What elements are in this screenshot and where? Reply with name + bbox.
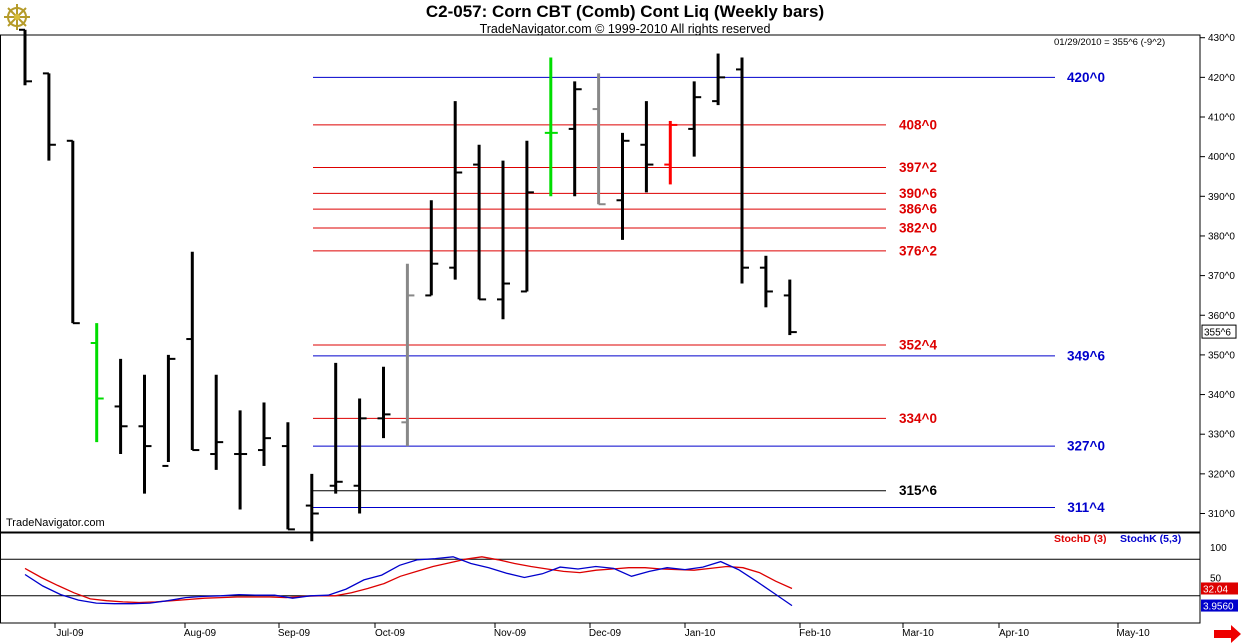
stoch-value-label: 32.04 [1203, 584, 1228, 595]
level-label: 390^6 [899, 186, 937, 201]
level-label: 352^4 [899, 337, 937, 352]
price-panel-frame [0, 34, 1201, 533]
legend-stochd: StochD (3) [1054, 533, 1107, 545]
last-price-box [1201, 324, 1237, 339]
stochd-line [24, 556, 793, 604]
ohlc-bar [759, 255, 773, 308]
ohlc-bar [401, 263, 415, 447]
ohlc-bar [19, 28, 32, 86]
stoch-axis-label: 100 [1210, 543, 1227, 554]
time-axis-label: Feb-10 [799, 628, 831, 639]
ohlc-bar [449, 101, 463, 280]
stoch-value-box [1201, 599, 1238, 612]
level-label: 420^0 [1067, 70, 1105, 85]
ohlc-bar [234, 410, 248, 510]
price-axis-label: 350^0 [1208, 350, 1235, 361]
price-axis-label: 430^0 [1208, 33, 1235, 44]
level-label: 408^0 [899, 117, 937, 132]
ohlc-bar [138, 374, 152, 494]
ohlc-bar [66, 139, 80, 325]
price-axis-label: 420^0 [1208, 73, 1235, 84]
chart-title: C2-057: Corn CBT (Comb) Cont Liq (Weekly… [425, 2, 825, 21]
ohlc-bar [568, 81, 582, 197]
level-label: 376^2 [899, 243, 937, 258]
level-label: 327^0 [1067, 439, 1105, 454]
ohlc-bar [640, 101, 654, 193]
ohlc-bar [162, 354, 176, 467]
time-axis-label: May-10 [1116, 628, 1150, 639]
stoch-value-label: 3.9560 [1203, 602, 1234, 613]
ohlc-bar [497, 160, 510, 320]
date-value-readout: 01/29/2010 = 355^6 (-9^2) [1054, 37, 1166, 48]
ohlc-bar [425, 200, 439, 297]
ohlc-bar [210, 374, 224, 470]
ohlc-bar [664, 120, 678, 185]
last-price-label: 355^6 [1204, 328, 1231, 339]
price-axis-label: 400^0 [1208, 152, 1235, 163]
time-axis-label: Jan-10 [685, 628, 716, 639]
level-label: 311^4 [1067, 500, 1105, 515]
level-label: 397^2 [899, 160, 937, 175]
time-axis-label: Jul-09 [56, 628, 84, 639]
time-axis-label: Aug-09 [184, 628, 217, 639]
time-axis-label: Oct-09 [375, 628, 405, 639]
ohlc-bar [736, 57, 749, 284]
ohlc-bar [353, 398, 367, 514]
ohlc-bar [473, 144, 487, 301]
ohlc-bar [281, 422, 295, 531]
ohlc-bar [305, 473, 319, 542]
stoch-panel-frame [0, 532, 1201, 624]
ohlc-bar [520, 140, 534, 293]
time-axis-label: Nov-09 [494, 628, 527, 639]
stoch-axis-label: 50 [1210, 574, 1222, 585]
ohlc-bar [114, 358, 128, 455]
copyright-subtitle: TradeNavigator.com © 1999-2010 All right… [479, 22, 771, 36]
ohlc-bar [616, 132, 630, 240]
ship-wheel-icon[interactable] [4, 4, 30, 30]
price-axis-label: 330^0 [1208, 430, 1235, 441]
right-arrow-icon[interactable] [1214, 625, 1241, 643]
ohlc-bar [712, 53, 726, 106]
time-axis-label: Mar-10 [902, 628, 934, 639]
ohlc-bar [258, 402, 271, 466]
level-label: 386^6 [899, 202, 937, 217]
level-label: 382^0 [899, 221, 937, 236]
price-axis-label: 310^0 [1208, 509, 1235, 520]
price-axis-label: 380^0 [1208, 231, 1235, 242]
level-label: 315^6 [899, 483, 937, 498]
ohlc-bar [592, 73, 606, 206]
watermark: TradeNavigator.com [6, 517, 105, 529]
ohlc-bar [377, 366, 391, 439]
price-axis-label: 370^0 [1208, 271, 1235, 282]
ohlc-bar [90, 323, 104, 443]
ohlc-bar [783, 279, 797, 336]
price-axis-label: 320^0 [1208, 469, 1235, 480]
time-axis-label: Sep-09 [278, 628, 311, 639]
level-label: 334^0 [899, 411, 937, 426]
ohlc-bar [544, 57, 558, 197]
ohlc-bar [42, 72, 56, 161]
level-label: 349^6 [1067, 348, 1105, 363]
price-axis-label: 340^0 [1208, 390, 1235, 401]
time-axis-label: Dec-09 [589, 628, 622, 639]
stoch-value-box [1201, 582, 1238, 595]
price-axis-label: 360^0 [1208, 311, 1235, 322]
price-axis-label: 390^0 [1208, 192, 1235, 203]
time-axis-label: Apr-10 [999, 628, 1029, 639]
ohlc-bar [186, 251, 200, 452]
legend-stochk: StochK (5,3) [1120, 533, 1182, 545]
ohlc-bar [329, 362, 343, 494]
stochk-line [24, 556, 793, 607]
price-axis-label: 410^0 [1208, 113, 1235, 124]
ohlc-bar [688, 81, 702, 157]
